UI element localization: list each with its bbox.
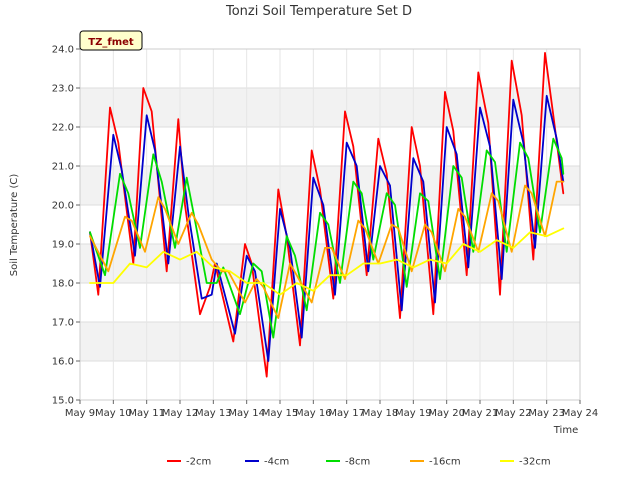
x-tick-label: May 17 xyxy=(328,408,365,419)
y-axis-ticks: 15.0 16.0 17.0 18.0 19.0 20.0 21.0 22.0 23.0 24.0 xyxy=(52,45,80,407)
x-tick-label: May 10 xyxy=(95,408,132,419)
y-tick-label: 17.0 xyxy=(52,318,74,329)
series-line--2cm xyxy=(89,52,565,378)
x-tick-label: May 9 xyxy=(65,408,95,419)
x-tick-label: May 18 xyxy=(362,408,399,419)
plot-border xyxy=(79,48,581,401)
y-tick-label: 20.0 xyxy=(52,201,74,212)
x-tick-label: May 11 xyxy=(128,408,165,419)
tz-badge: TZ_fmet xyxy=(79,30,143,51)
x-tick-label: May 19 xyxy=(395,408,432,419)
x-tick-label: May 24 xyxy=(562,408,599,419)
x-tick-label: May 12 xyxy=(162,408,199,419)
x-tick-label: May 22 xyxy=(495,408,532,419)
y-tick-label: 24.0 xyxy=(52,45,74,56)
x-tick-label: May 16 xyxy=(295,408,332,419)
series-lines xyxy=(89,52,565,378)
x-axis-label: Time xyxy=(553,425,578,436)
x-tick-label: May 21 xyxy=(462,408,499,419)
legend: -2cm -4cm -8cm -16cm -32cm xyxy=(167,457,551,468)
plot-band xyxy=(80,322,580,361)
y-tick-label: 22.0 xyxy=(52,123,74,134)
x-tick-label: May 15 xyxy=(262,408,299,419)
y-axis-label: Soil Temperature (C) xyxy=(9,174,20,277)
x-tick-label: May 14 xyxy=(228,408,265,419)
legend-label: -8cm xyxy=(345,457,370,468)
legend-label: -32cm xyxy=(519,457,551,468)
badge-text: TZ_fmet xyxy=(88,37,134,48)
legend-label: -16cm xyxy=(429,457,461,468)
y-tick-label: 18.0 xyxy=(52,279,74,290)
y-tick-label: 19.0 xyxy=(52,240,74,251)
legend-label: -4cm xyxy=(264,457,289,468)
y-tick-label: 23.0 xyxy=(52,84,74,95)
series-line--16cm xyxy=(89,180,565,320)
y-tick-label: 16.0 xyxy=(52,357,74,368)
y-tick-label: 15.0 xyxy=(52,396,74,407)
y-tick-label: 21.0 xyxy=(52,162,74,173)
chart-title: Tonzi Soil Temperature Set D xyxy=(225,4,412,19)
x-tick-label: May 23 xyxy=(528,408,565,419)
series-line--32cm xyxy=(89,227,565,296)
x-tick-label: May 13 xyxy=(195,408,232,419)
plot-band xyxy=(80,88,580,127)
legend-label: -2cm xyxy=(186,457,211,468)
series-line--4cm xyxy=(89,94,565,362)
x-tick-label: May 20 xyxy=(428,408,465,419)
